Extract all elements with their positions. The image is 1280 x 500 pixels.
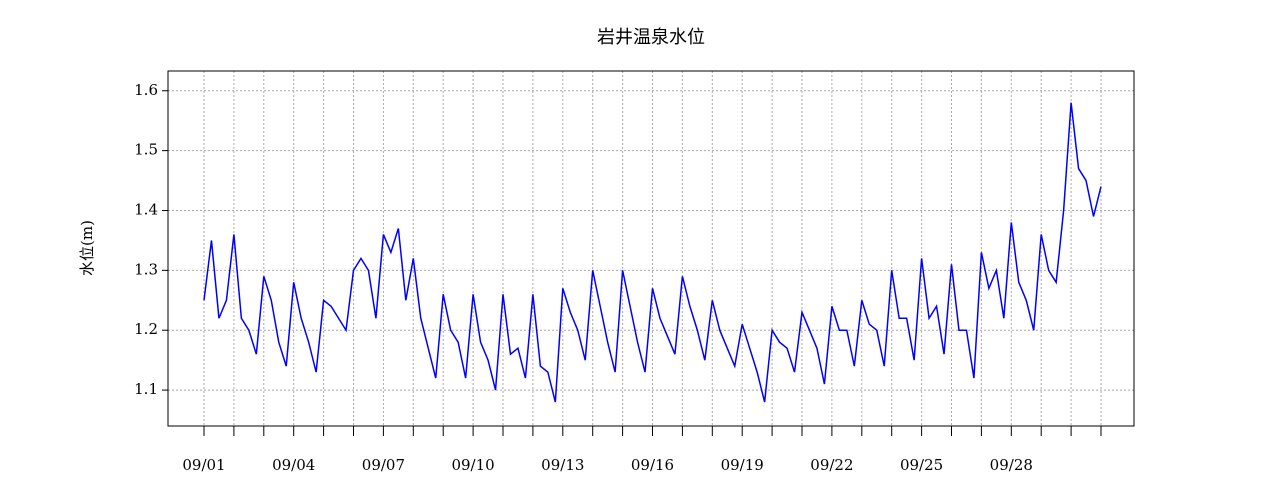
y-tick-label: 1.1 <box>134 380 158 398</box>
x-tick-label: 09/16 <box>631 456 674 474</box>
y-tick-label: 1.2 <box>134 320 158 338</box>
x-tick-label: 09/28 <box>990 456 1033 474</box>
x-tick-label: 09/25 <box>900 456 943 474</box>
y-tick-label: 1.5 <box>134 141 158 159</box>
x-tick-label: 09/07 <box>362 456 405 474</box>
y-tick-label: 1.3 <box>134 260 158 278</box>
y-tick-label: 1.4 <box>134 200 158 218</box>
y-axis-label: 水位(m) <box>78 220 96 276</box>
x-tick-label: 09/04 <box>272 456 315 474</box>
y-tick-label: 1.6 <box>134 81 158 99</box>
x-tick-label: 09/22 <box>810 456 853 474</box>
data-line <box>203 102 1102 403</box>
x-tick-label: 09/10 <box>451 456 494 474</box>
chart-title: 岩井温泉水位 <box>597 27 705 48</box>
plot-frame <box>167 70 1135 427</box>
x-tick-label: 09/01 <box>182 456 225 474</box>
x-tick-label: 09/13 <box>541 456 584 474</box>
x-tick-label: 09/19 <box>721 456 764 474</box>
